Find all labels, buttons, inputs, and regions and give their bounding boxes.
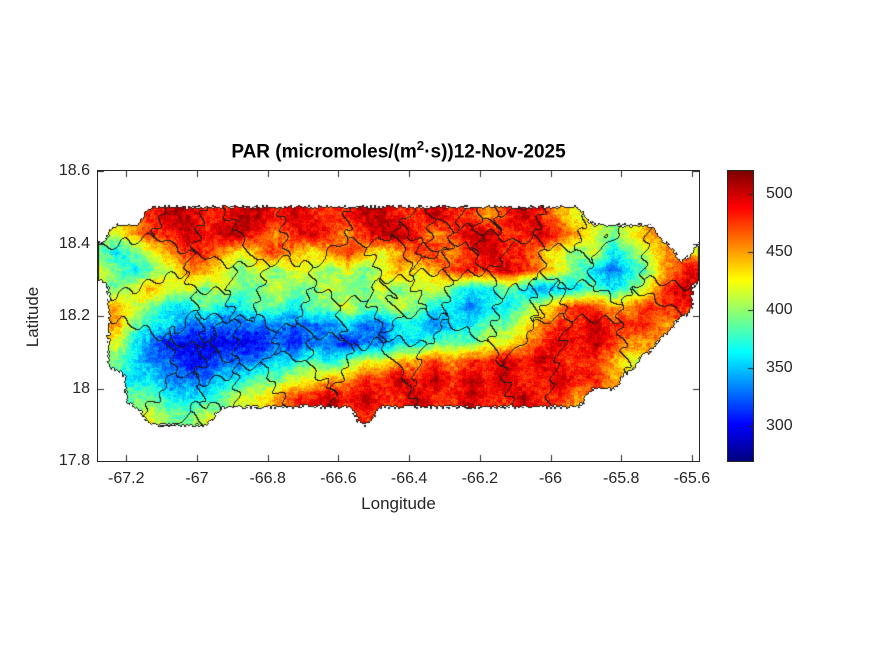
x-tick-label: -66.8 <box>249 470 286 487</box>
x-axis-label: Longitude <box>361 494 436 513</box>
colorbar-tick-label: 300 <box>766 417 793 435</box>
y-tick-label: 18.6 <box>58 162 90 179</box>
colorbar-tick-label: 500 <box>766 185 793 203</box>
colorbar-tick-label: 450 <box>766 243 793 261</box>
chart-title: PAR (micromoles/(m2·s))12-Nov-2025 <box>97 138 700 166</box>
colorbar-tick-label: 400 <box>766 301 793 319</box>
heatmap-canvas <box>98 171 699 461</box>
x-tick-label: -65.8 <box>602 470 640 487</box>
colorbar-canvas <box>728 171 753 461</box>
plot-area <box>97 170 700 462</box>
colorbar <box>727 170 754 462</box>
y-tick-label: 17.8 <box>58 452 90 469</box>
title-suffix: ·s))12-Nov-2025 <box>424 141 566 163</box>
x-tick-label: -66.2 <box>461 470 499 487</box>
x-tick-label: -67 <box>185 470 209 487</box>
title-prefix: PAR (micromoles/(m <box>231 141 417 163</box>
y-tick-label: 18.2 <box>58 307 90 324</box>
y-tick-label: 18 <box>72 379 90 397</box>
x-tick-label: -66 <box>538 470 563 487</box>
y-tick-label: 18.4 <box>58 234 90 252</box>
x-tick-label: -66.6 <box>320 470 357 487</box>
x-tick-label: -65.6 <box>673 470 711 487</box>
colorbar-tick-label: 350 <box>766 359 793 377</box>
x-tick-label: -66.4 <box>390 470 428 487</box>
x-tick-label: -67.2 <box>108 470 145 487</box>
title-superscript: 2 <box>416 138 425 153</box>
